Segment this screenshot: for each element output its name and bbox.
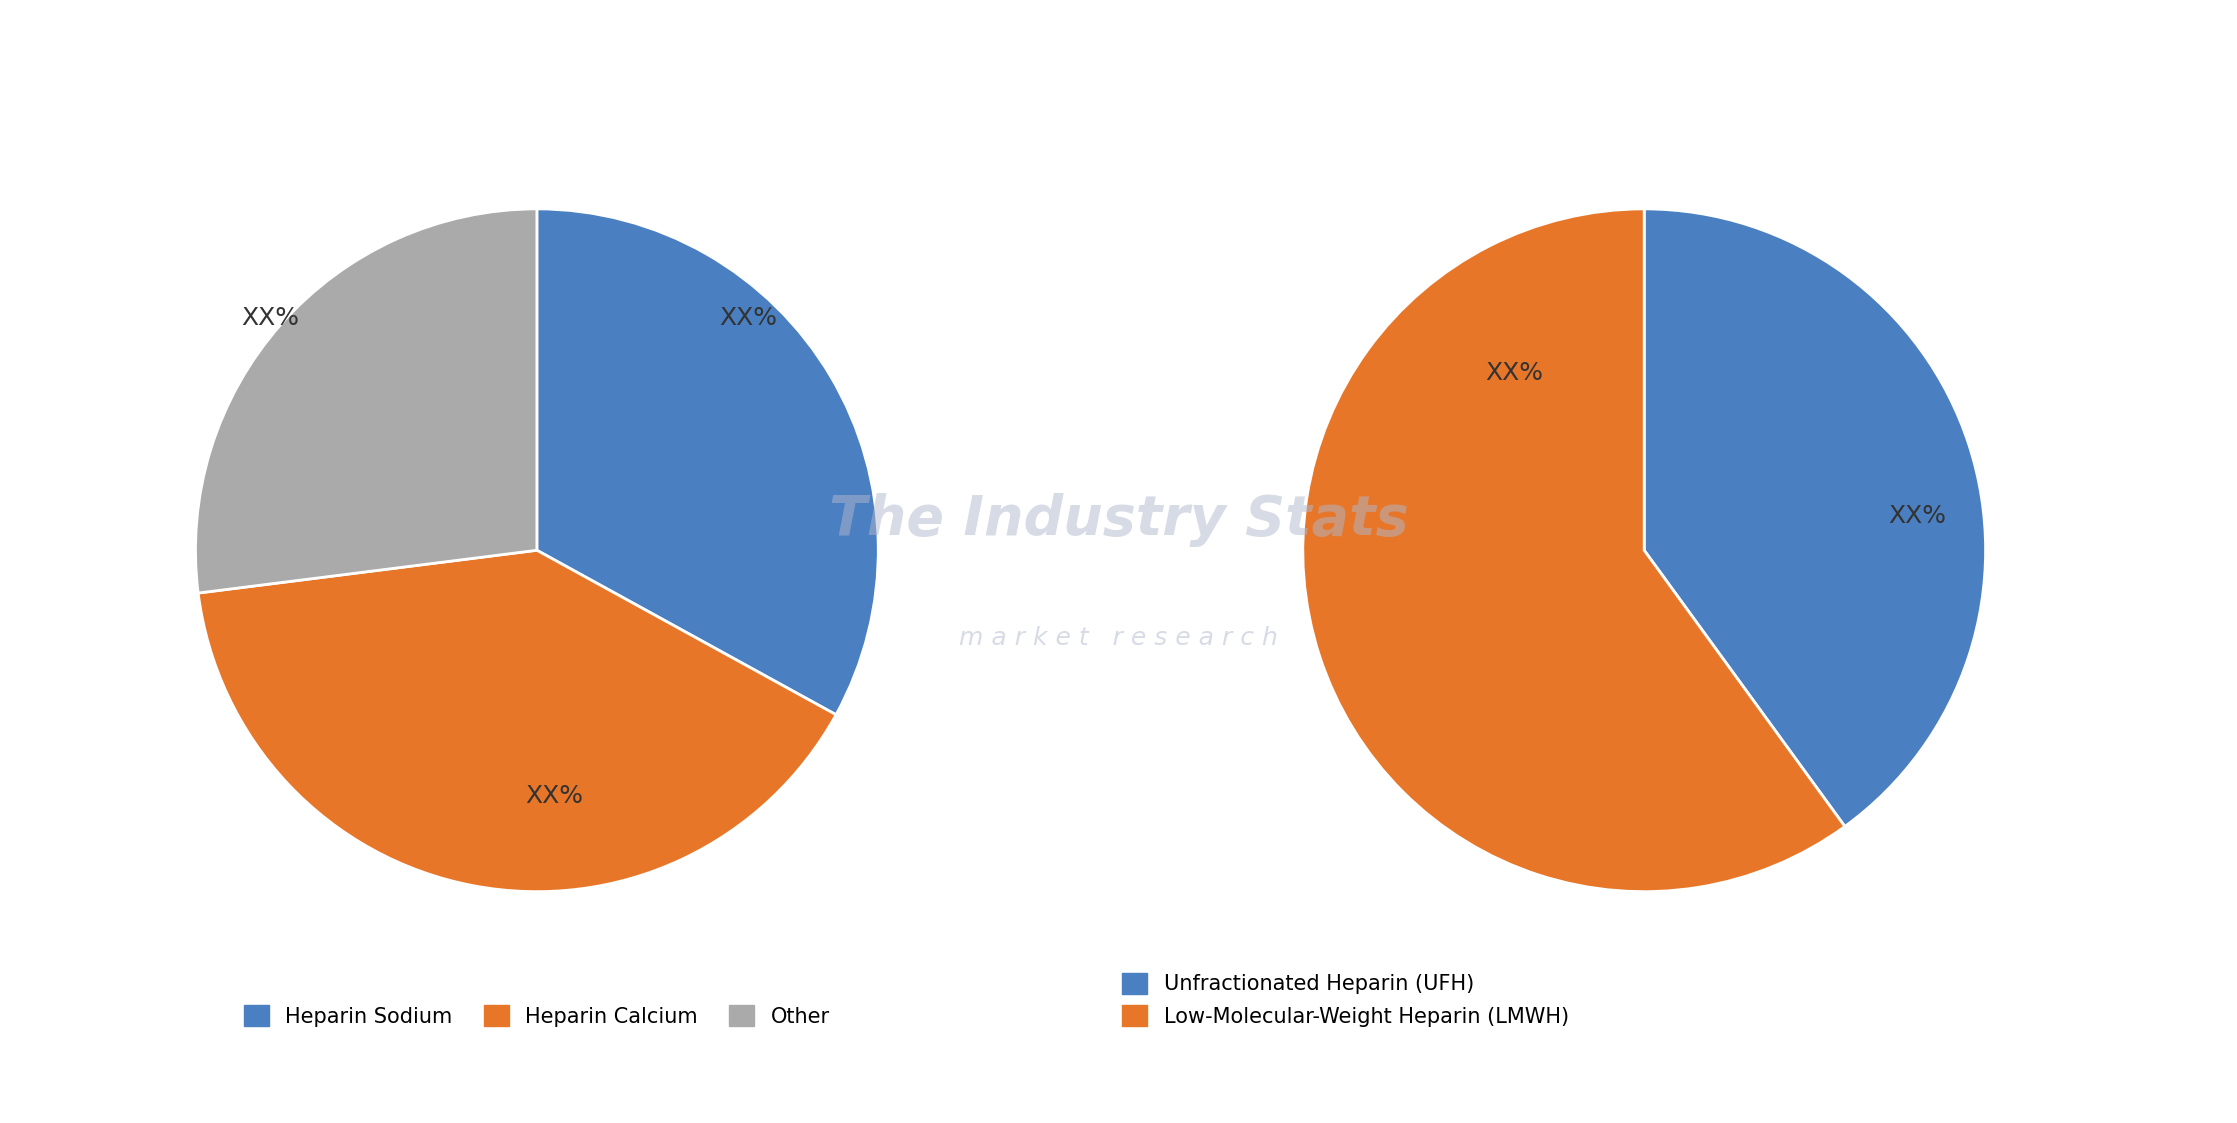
Text: Website: www.theindustrystats.com: Website: www.theindustrystats.com	[1611, 1071, 2009, 1090]
Text: XX%: XX%	[720, 307, 778, 330]
Wedge shape	[199, 550, 837, 892]
Text: m a r k e t   r e s e a r c h: m a r k e t r e s e a r c h	[960, 626, 1277, 650]
Text: Fig. Global Heparin (API) Market Share by Product Types & Application: Fig. Global Heparin (API) Market Share b…	[27, 42, 1242, 70]
Wedge shape	[537, 209, 879, 714]
Text: The Industry Stats: The Industry Stats	[828, 493, 1409, 547]
Text: XX%: XX%	[1485, 360, 1544, 385]
Wedge shape	[1302, 209, 1846, 892]
Wedge shape	[1644, 209, 1986, 827]
Text: Source: Theindustrystats Analysis: Source: Theindustrystats Analysis	[22, 1071, 398, 1090]
Text: XX%: XX%	[242, 307, 300, 330]
Text: XX%: XX%	[1888, 504, 1946, 528]
Legend: Unfractionated Heparin (UFH), Low-Molecular-Weight Heparin (LMWH): Unfractionated Heparin (UFH), Low-Molecu…	[1114, 965, 1577, 1035]
Text: XX%: XX%	[526, 784, 584, 809]
Legend: Heparin Sodium, Heparin Calcium, Other: Heparin Sodium, Heparin Calcium, Other	[235, 996, 839, 1035]
Wedge shape	[195, 209, 537, 593]
Text: Email: sales@theindustrystats.com: Email: sales@theindustrystats.com	[850, 1071, 1235, 1090]
